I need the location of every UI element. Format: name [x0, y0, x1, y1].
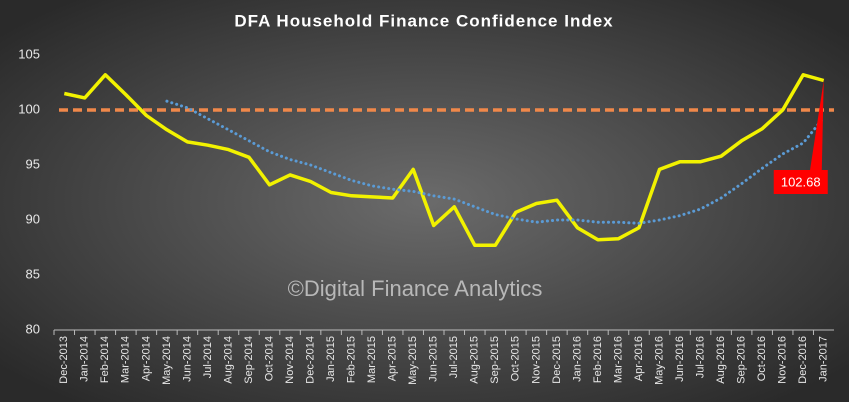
y-tick-label: 85 — [26, 266, 40, 281]
callout-pointer — [809, 80, 824, 172]
x-tick-label: Jan-2016 — [571, 336, 583, 382]
x-tick-label: Jul-2014 — [202, 336, 214, 378]
y-tick-label: 105 — [18, 46, 40, 61]
x-tick-label: Dec-2013 — [58, 336, 70, 384]
x-tick-label: Nov-2014 — [284, 336, 296, 384]
data-label: 102.68 — [781, 174, 821, 189]
x-tick-label: Sep-2016 — [736, 336, 748, 384]
x-tick-label: Sep-2014 — [243, 336, 255, 384]
x-tick-label: May-2014 — [161, 336, 173, 385]
x-tick-label: Jul-2015 — [448, 336, 460, 378]
y-tick-label: 95 — [26, 156, 40, 171]
y-tick-label: 80 — [26, 321, 40, 336]
x-tick-label: Mar-2016 — [612, 336, 624, 383]
x-tick-label: Jun-2014 — [181, 336, 193, 382]
x-tick-label: Jul-2016 — [694, 336, 706, 378]
x-tick-label: Apr-2015 — [387, 336, 399, 381]
x-tick-label: Aug-2015 — [469, 336, 481, 384]
x-tick-label: May-2015 — [407, 336, 419, 385]
x-tick-label: Apr-2016 — [633, 336, 645, 381]
x-tick-label: Mar-2015 — [366, 336, 378, 383]
x-tick-label: Feb-2016 — [592, 336, 604, 383]
x-tick-label: Feb-2015 — [346, 336, 358, 383]
line-series — [165, 99, 826, 225]
x-tick-label: Jan-2014 — [79, 336, 91, 382]
x-tick-label: Jun-2016 — [674, 336, 686, 382]
x-tick-label: Nov-2015 — [530, 336, 542, 384]
x-tick-label: Jan-2017 — [818, 336, 830, 382]
x-tick-label: Dec-2015 — [551, 336, 563, 384]
x-tick-label: Mar-2014 — [120, 336, 132, 383]
x-tick-label: Nov-2016 — [777, 336, 789, 384]
x-tick-label: Dec-2014 — [304, 336, 316, 384]
x-tick-label: Feb-2014 — [99, 336, 111, 383]
x-tick-label: Jun-2015 — [428, 336, 440, 382]
x-tick-label: Jan-2015 — [325, 336, 337, 382]
x-tick-label: Aug-2016 — [715, 336, 727, 384]
watermark: ©Digital Finance Analytics — [288, 276, 543, 301]
x-tick-label: Oct-2016 — [756, 336, 768, 381]
callout-box — [773, 170, 828, 194]
x-tick-label: Dec-2016 — [797, 336, 809, 384]
x-tick-label: Oct-2014 — [263, 336, 275, 381]
x-tick-label: Aug-2014 — [222, 336, 234, 384]
x-tick-label: May-2016 — [653, 336, 665, 385]
y-tick-label: 100 — [18, 101, 40, 116]
line-series — [63, 73, 825, 248]
y-tick-label: 90 — [26, 211, 40, 226]
x-tick-label: Sep-2015 — [489, 336, 501, 384]
x-tick-label: Apr-2014 — [140, 336, 152, 381]
x-tick-label: Oct-2015 — [510, 336, 522, 381]
chart-title: DFA Household Finance Confidence Index — [234, 11, 613, 30]
